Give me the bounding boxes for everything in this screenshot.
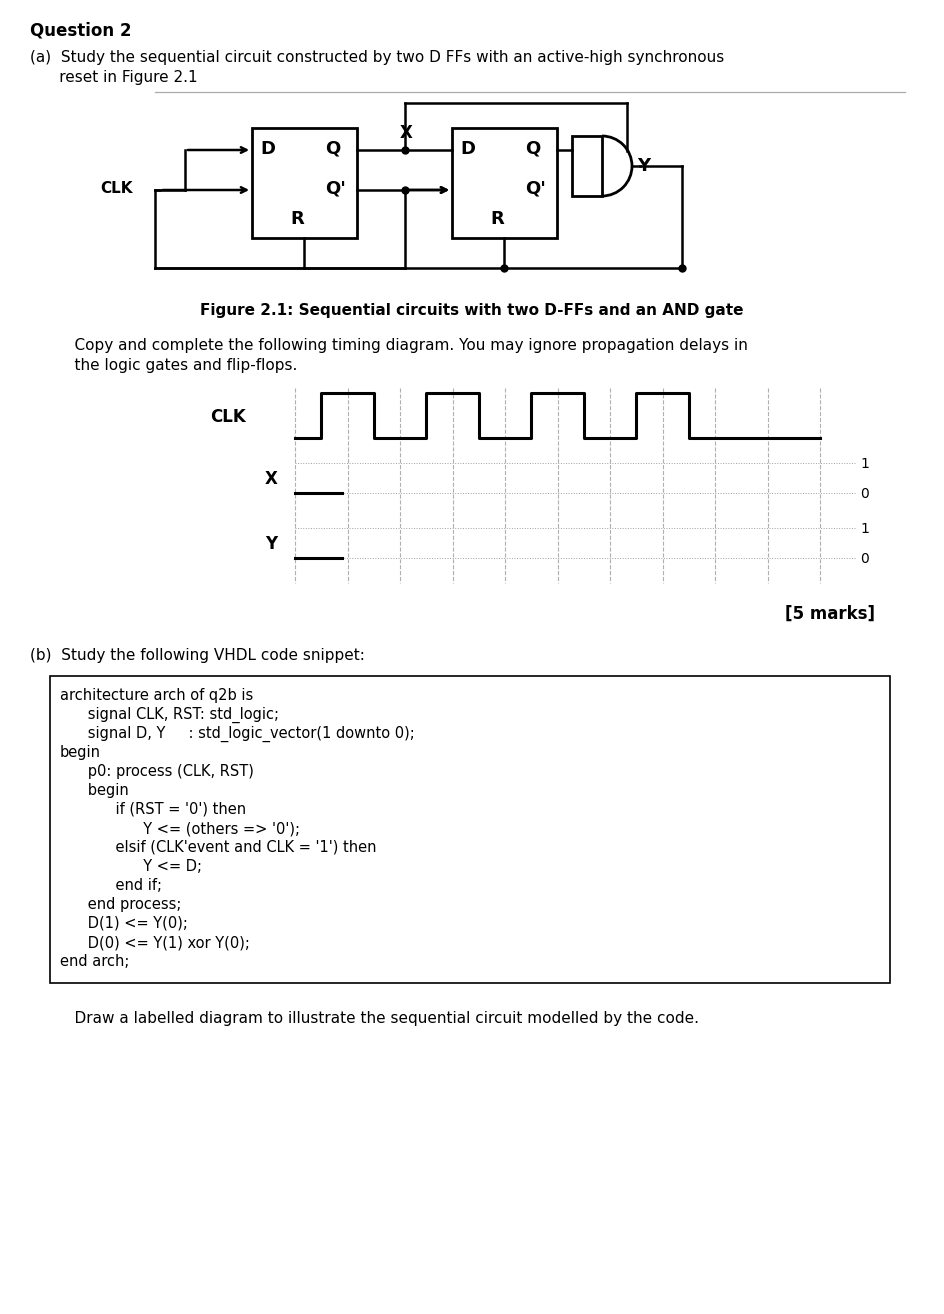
Text: Draw a labelled diagram to illustrate the sequential circuit modelled by the cod: Draw a labelled diagram to illustrate th…	[55, 1010, 699, 1026]
Text: R: R	[490, 210, 504, 229]
Bar	[452, 127, 557, 238]
Text: 0: 0	[860, 487, 868, 501]
Text: begin: begin	[60, 745, 101, 759]
Text: Figure 2.1: Sequential circuits with two D-FFs and an AND gate: Figure 2.1: Sequential circuits with two…	[200, 304, 744, 318]
Text: end arch;: end arch;	[60, 954, 129, 968]
Text: Copy and complete the following timing diagram. You may ignore propagation delay: Copy and complete the following timing d…	[55, 338, 748, 353]
Text: signal D, Y     : std_logic_vector(1 downto 0);: signal D, Y : std_logic_vector(1 downto …	[60, 727, 414, 742]
Text: 1: 1	[860, 522, 868, 536]
Text: (b)  Study the following VHDL code snippet:: (b) Study the following VHDL code snippe…	[30, 648, 365, 664]
Text: elsif (CLK'event and CLK = '1') then: elsif (CLK'event and CLK = '1') then	[60, 840, 377, 855]
Text: 1: 1	[860, 457, 868, 470]
Text: Y: Y	[637, 156, 650, 175]
Text: Y <= D;: Y <= D;	[60, 859, 202, 874]
Text: Question 2: Question 2	[30, 22, 131, 39]
Text: D: D	[260, 141, 275, 158]
Text: end process;: end process;	[60, 897, 181, 912]
Text: begin: begin	[60, 783, 128, 798]
Text: D: D	[460, 141, 475, 158]
Text: (a)  Study the sequential circuit constructed by two D FFs with an active-high s: (a) Study the sequential circuit constru…	[30, 50, 724, 64]
Text: Q': Q'	[525, 180, 546, 198]
Text: p0: process (CLK, RST): p0: process (CLK, RST)	[60, 763, 254, 779]
Text: Y: Y	[265, 535, 278, 553]
Text: end if;: end if;	[60, 878, 162, 894]
Text: signal CLK, RST: std_logic;: signal CLK, RST: std_logic;	[60, 707, 279, 723]
Text: Q: Q	[325, 141, 340, 158]
Text: CLK: CLK	[100, 181, 132, 196]
Text: [5 marks]: [5 marks]	[785, 604, 875, 623]
Text: the logic gates and flip-flops.: the logic gates and flip-flops.	[55, 357, 297, 373]
Text: if (RST = '0') then: if (RST = '0') then	[60, 802, 246, 817]
Bar	[252, 127, 357, 238]
Bar	[572, 137, 602, 196]
Bar	[50, 675, 890, 983]
Text: architecture arch of q2b is: architecture arch of q2b is	[60, 689, 253, 703]
Text: D(1) <= Y(0);: D(1) <= Y(0);	[60, 916, 188, 932]
Text: CLK: CLK	[210, 407, 245, 426]
Text: D(0) <= Y(1) xor Y(0);: D(0) <= Y(1) xor Y(0);	[60, 936, 250, 950]
Text: X: X	[399, 124, 413, 142]
Text: R: R	[290, 210, 304, 229]
Text: reset in Figure 2.1: reset in Figure 2.1	[30, 70, 197, 85]
Text: 0: 0	[860, 552, 868, 566]
Text: Q: Q	[525, 141, 540, 158]
Text: Y <= (others => '0');: Y <= (others => '0');	[60, 821, 300, 836]
Text: X: X	[265, 470, 278, 487]
Text: Q': Q'	[325, 180, 346, 198]
